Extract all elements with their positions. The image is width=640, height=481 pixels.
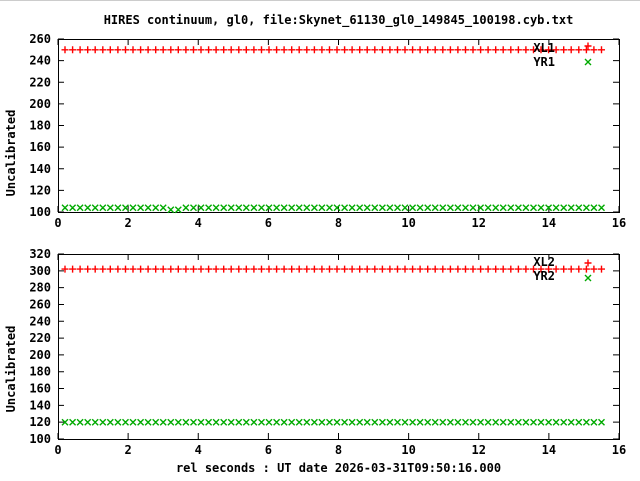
- x-axis-label: rel seconds : UT date 2026-03-31T09:50:1…: [175, 461, 502, 475]
- y-tick-label: 200: [29, 97, 51, 111]
- y-tick-label: 300: [29, 264, 51, 278]
- series-xl2-markers: [61, 265, 605, 273]
- y-tick-label: 160: [29, 140, 51, 154]
- page-title: HIRES continuum, gl0, file:Skynet_61130_…: [103, 13, 574, 27]
- x-tick-label: 6: [265, 216, 272, 230]
- legend-marker-xl1: [584, 42, 592, 50]
- legend-label-xl1: XL1: [533, 41, 555, 55]
- y-tick-label: 220: [29, 331, 51, 345]
- y-tick-label: 160: [29, 382, 51, 396]
- x-tick-label: 8: [335, 216, 342, 230]
- x-tick-label: 12: [472, 216, 486, 230]
- legend-marker-yr1: [584, 58, 592, 66]
- x-tick-label: 8: [335, 443, 342, 457]
- series-xl1-markers: [61, 46, 605, 54]
- y-tick-label: 240: [29, 54, 51, 68]
- y-tick-label: 120: [29, 415, 51, 429]
- legend-label-xl2: XL2: [533, 255, 555, 269]
- series-yr2-markers: [61, 418, 605, 426]
- x-tick-label: 10: [401, 216, 415, 230]
- y-tick-label: 180: [29, 365, 51, 379]
- y-tick-label: 140: [29, 162, 51, 176]
- x-tick-label: 2: [125, 216, 132, 230]
- x-tick-label: 16: [612, 443, 626, 457]
- x-tick-label: 0: [54, 216, 61, 230]
- series-yr1-markers: [61, 204, 605, 214]
- y-tick-label: 140: [29, 398, 51, 412]
- y-tick-label: 180: [29, 119, 51, 133]
- y-tick-label: 320: [29, 247, 51, 261]
- x-tick-label: 2: [125, 443, 132, 457]
- x-tick-label: 14: [542, 216, 556, 230]
- legend-label-yr2: YR2: [533, 269, 555, 283]
- legend-marker-xl2: [584, 259, 592, 267]
- x-tick-label: 4: [195, 216, 202, 230]
- x-tick-label: 6: [265, 443, 272, 457]
- x-tick-label: 16: [612, 216, 626, 230]
- x-tick-label: 14: [542, 443, 556, 457]
- x-tick-label: 12: [472, 443, 486, 457]
- x-tick-label: 4: [195, 443, 202, 457]
- legend-label-yr1: YR1: [533, 55, 555, 69]
- legend-marker-yr2: [584, 274, 592, 282]
- y-tick-label: 240: [29, 314, 51, 328]
- y-tick-label: 120: [29, 183, 51, 197]
- y-tick-label: 260: [29, 32, 51, 46]
- x-tick-label: 10: [401, 443, 415, 457]
- y-tick-label: 220: [29, 75, 51, 89]
- x-tick-label: 0: [54, 443, 61, 457]
- y-tick-label: 100: [29, 432, 51, 446]
- y-tick-label: 200: [29, 348, 51, 362]
- y-tick-label: 260: [29, 297, 51, 311]
- y-tick-label: 100: [29, 205, 51, 219]
- y-tick-label: 280: [29, 281, 51, 295]
